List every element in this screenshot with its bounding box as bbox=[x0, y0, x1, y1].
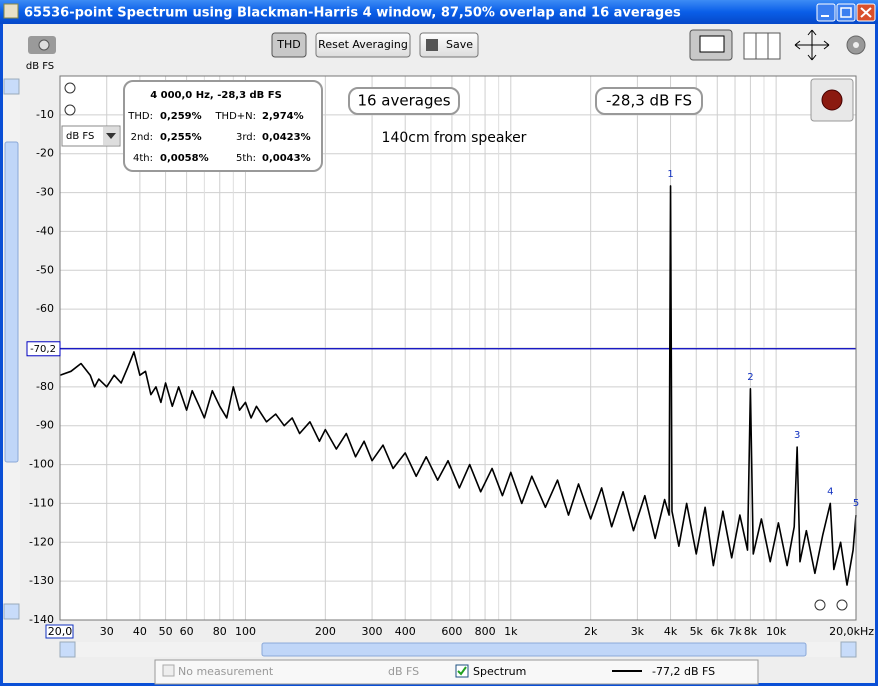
x-tick-label: 20,0 bbox=[48, 625, 73, 638]
averages-label: 16 averages bbox=[357, 92, 450, 110]
x-tick-label: 10k bbox=[766, 625, 787, 638]
thd-button-label[interactable]: THD bbox=[276, 38, 300, 51]
y-tick-label: -120 bbox=[29, 535, 54, 548]
x-tick-label: 50 bbox=[159, 625, 173, 638]
maximize-button[interactable] bbox=[836, 3, 856, 22]
info-cell: 3rd: bbox=[236, 132, 256, 143]
info-cell: 2nd: bbox=[131, 132, 153, 143]
info-cell: 0,0043% bbox=[262, 153, 311, 164]
reset-button[interactable] bbox=[315, 32, 411, 58]
x-tick-label: 40 bbox=[133, 625, 147, 638]
fit-button[interactable] bbox=[794, 29, 830, 61]
info-cell: 0,255% bbox=[160, 132, 202, 143]
x-tick-label: 300 bbox=[362, 625, 383, 638]
x-tick-label: 2k bbox=[584, 625, 598, 638]
y-tick-label: -60 bbox=[36, 302, 54, 315]
x-tick-label: 4k bbox=[664, 625, 678, 638]
info-header: 4 000,0 Hz, -28,3 dB FS bbox=[150, 90, 282, 101]
scroll-left[interactable] bbox=[59, 641, 76, 658]
save-button-label[interactable]: Save bbox=[446, 38, 473, 51]
info-cell: THD: bbox=[127, 111, 153, 122]
x-tick-label: 5k bbox=[690, 625, 704, 638]
peak-label: 2 bbox=[747, 372, 753, 383]
no-measurement-label: No measurement bbox=[178, 665, 274, 678]
window-title: 65536-point Spectrum using Blackman-Harr… bbox=[24, 6, 681, 21]
x-tick-label: 200 bbox=[315, 625, 336, 638]
title-bar bbox=[0, 0, 878, 24]
zoom-out-y[interactable] bbox=[64, 104, 76, 116]
x-tick-label: 6k bbox=[711, 625, 725, 638]
info-rows: THD: 0,259% THD+N: 2,974% 2nd: 0,255% 3rd: 0,04… bbox=[127, 111, 310, 164]
info-cell: THD+N: bbox=[214, 111, 256, 122]
x-tick-label: 3k bbox=[631, 625, 645, 638]
legend-series-name: Spectrum bbox=[473, 665, 526, 678]
reset-button-label[interactable]: Reset Averaging bbox=[318, 38, 408, 51]
x-tick-label: 800 bbox=[475, 625, 496, 638]
peak-label: 5 bbox=[853, 498, 859, 509]
averages-box bbox=[348, 87, 460, 115]
no-measurement-checkbox[interactable] bbox=[162, 664, 175, 677]
spectrum-line bbox=[59, 185, 857, 586]
legend-value: -77,2 dB FS bbox=[652, 665, 715, 678]
info-cell: 5th: bbox=[236, 153, 256, 164]
minimize-button[interactable] bbox=[816, 3, 836, 22]
x-tick-label: 600 bbox=[441, 625, 462, 638]
zoom-out-x[interactable] bbox=[814, 599, 826, 611]
legend-unit: dB FS bbox=[388, 665, 419, 678]
y-tick-label: -80 bbox=[36, 380, 54, 393]
window-controls[interactable] bbox=[816, 3, 876, 22]
level-label: -28,3 dB FS bbox=[606, 92, 692, 110]
x-tick-label: 400 bbox=[395, 625, 416, 638]
x-tick-label: 8k bbox=[744, 625, 758, 638]
peak-label: 4 bbox=[827, 486, 833, 497]
thd-button[interactable] bbox=[271, 32, 307, 58]
y-tick-label: -140 bbox=[29, 613, 54, 626]
scroll-up[interactable] bbox=[3, 78, 20, 95]
info-cell: 0,0423% bbox=[262, 132, 311, 143]
columns-button[interactable] bbox=[743, 32, 781, 60]
y-tick-label: -30 bbox=[36, 186, 54, 199]
scroll-right[interactable] bbox=[840, 641, 857, 658]
x-tick-label: 7k bbox=[728, 625, 742, 638]
cursor-label-box bbox=[26, 341, 61, 357]
h-scroll-thumb[interactable] bbox=[261, 642, 807, 657]
x-tick-box bbox=[45, 624, 74, 639]
x-tick-label: 80 bbox=[213, 625, 227, 638]
info-cell: 2,974% bbox=[262, 111, 304, 122]
cursor-label: -70,2 bbox=[30, 344, 56, 355]
info-cell: 4th: bbox=[133, 153, 153, 164]
y-unit-label: dB FS bbox=[26, 61, 54, 72]
y-tick-label: -50 bbox=[36, 263, 54, 276]
x-tick-label: 30 bbox=[100, 625, 114, 638]
y-tick-label: -10 bbox=[36, 108, 54, 121]
x-tick-label: 100 bbox=[235, 625, 256, 638]
note-label: 140cm from speaker bbox=[382, 130, 527, 146]
zoom-in-y[interactable] bbox=[64, 82, 76, 94]
scroll-down[interactable] bbox=[3, 603, 20, 620]
save-icon bbox=[426, 39, 438, 51]
info-cell: 0,0058% bbox=[160, 153, 209, 164]
x-unit-label: Hz bbox=[860, 625, 874, 638]
y-tick-label: -100 bbox=[29, 458, 54, 471]
y-tick-label: -40 bbox=[36, 224, 54, 237]
zoom-in-x[interactable] bbox=[836, 599, 848, 611]
marks bbox=[59, 185, 857, 586]
y-tick-label: -90 bbox=[36, 419, 54, 432]
scroll-thumb[interactable] bbox=[4, 141, 19, 463]
x-tick-label: 1k bbox=[504, 625, 518, 638]
y-tick-label: -110 bbox=[29, 496, 54, 509]
dropdown-label[interactable]: dB FS bbox=[66, 131, 94, 142]
level-box bbox=[595, 87, 703, 115]
info-box bbox=[123, 80, 323, 172]
peak-label: 3 bbox=[794, 430, 800, 441]
app-icon bbox=[3, 3, 19, 19]
peak-label: 1 bbox=[667, 169, 673, 180]
y-tick-label: -20 bbox=[36, 147, 54, 160]
info-cell: 0,259% bbox=[160, 111, 202, 122]
x-tick-label: 60 bbox=[180, 625, 194, 638]
x-tick-label: 20,0k bbox=[829, 625, 860, 638]
y-tick-label: -130 bbox=[29, 574, 54, 587]
